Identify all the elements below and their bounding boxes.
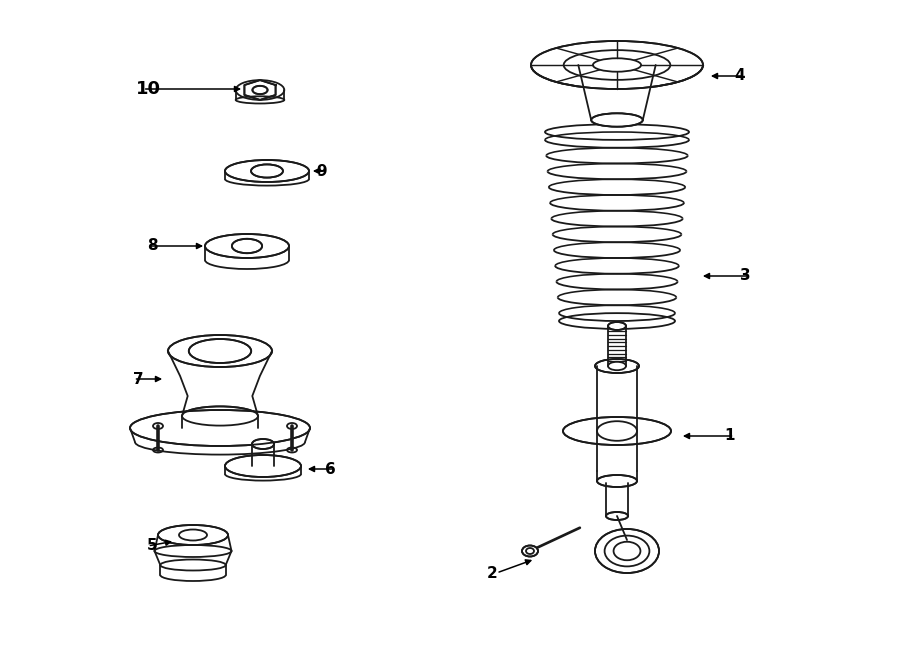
Text: 9: 9 <box>317 163 328 178</box>
Ellipse shape <box>595 529 659 573</box>
Text: 5: 5 <box>147 539 158 553</box>
Ellipse shape <box>232 239 262 253</box>
Ellipse shape <box>236 80 284 100</box>
Ellipse shape <box>130 410 310 446</box>
Polygon shape <box>579 65 656 120</box>
Text: 7: 7 <box>132 371 143 387</box>
Ellipse shape <box>189 339 251 363</box>
Ellipse shape <box>597 475 637 487</box>
Ellipse shape <box>591 113 643 127</box>
Ellipse shape <box>522 545 538 557</box>
Ellipse shape <box>158 525 228 545</box>
Ellipse shape <box>182 407 258 426</box>
Text: 6: 6 <box>325 461 336 477</box>
Ellipse shape <box>606 512 628 520</box>
Ellipse shape <box>168 335 272 367</box>
Text: 8: 8 <box>147 239 158 254</box>
Text: 2: 2 <box>487 566 498 580</box>
Text: 4: 4 <box>734 69 745 83</box>
Ellipse shape <box>595 359 639 373</box>
Text: 10: 10 <box>136 80 160 98</box>
Ellipse shape <box>225 160 309 182</box>
Ellipse shape <box>608 322 626 330</box>
Text: 3: 3 <box>740 268 751 284</box>
Ellipse shape <box>205 234 289 258</box>
Ellipse shape <box>531 41 703 89</box>
Ellipse shape <box>251 165 283 178</box>
Ellipse shape <box>563 417 671 445</box>
Text: 1: 1 <box>724 428 735 444</box>
Ellipse shape <box>225 455 301 477</box>
Ellipse shape <box>252 439 274 449</box>
